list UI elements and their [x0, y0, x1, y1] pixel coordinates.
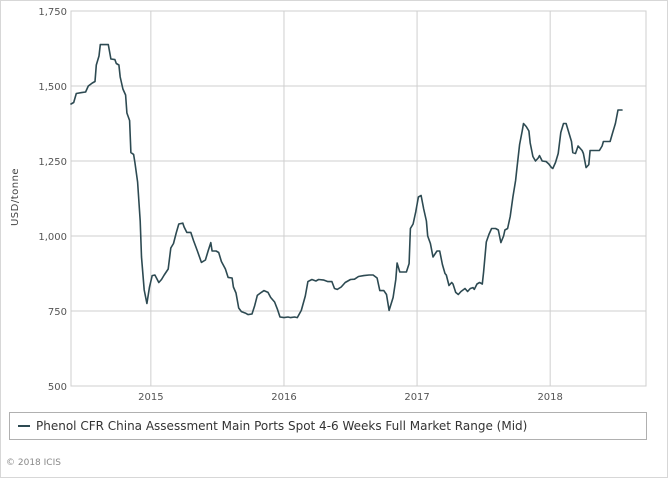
series-line[interactable]: [70, 43, 623, 319]
legend[interactable]: Phenol CFR China Assessment Main Ports S…: [9, 412, 647, 440]
x-tick-label: 2015: [138, 392, 163, 403]
legend-swatch: [18, 425, 30, 427]
plot-area-border: [70, 10, 647, 387]
x-tick-label: 2018: [537, 392, 562, 403]
copyright-text: © 2018 ICIS: [6, 458, 61, 468]
y-tick-label: 1,000: [38, 232, 67, 243]
gridlines: [70, 10, 647, 387]
y-tick-label: 500: [48, 382, 67, 393]
x-tick-labels: 2015 2016 2017 2018: [138, 392, 563, 403]
y-tick-label: 750: [48, 307, 67, 318]
y-tick-label: 1,750: [38, 7, 67, 18]
x-tick-label: 2016: [271, 392, 296, 403]
x-tick-label: 2017: [404, 392, 429, 403]
y-tick-labels: 500 750 1,000 1,250 1,500 1,750: [38, 7, 67, 393]
y-tick-label: 1,500: [38, 82, 67, 93]
y-tick-label: 1,250: [38, 157, 67, 168]
series-group: [70, 43, 623, 319]
legend-label: Phenol CFR China Assessment Main Ports S…: [36, 419, 528, 433]
y-axis-title: USD/tonne: [10, 168, 21, 226]
